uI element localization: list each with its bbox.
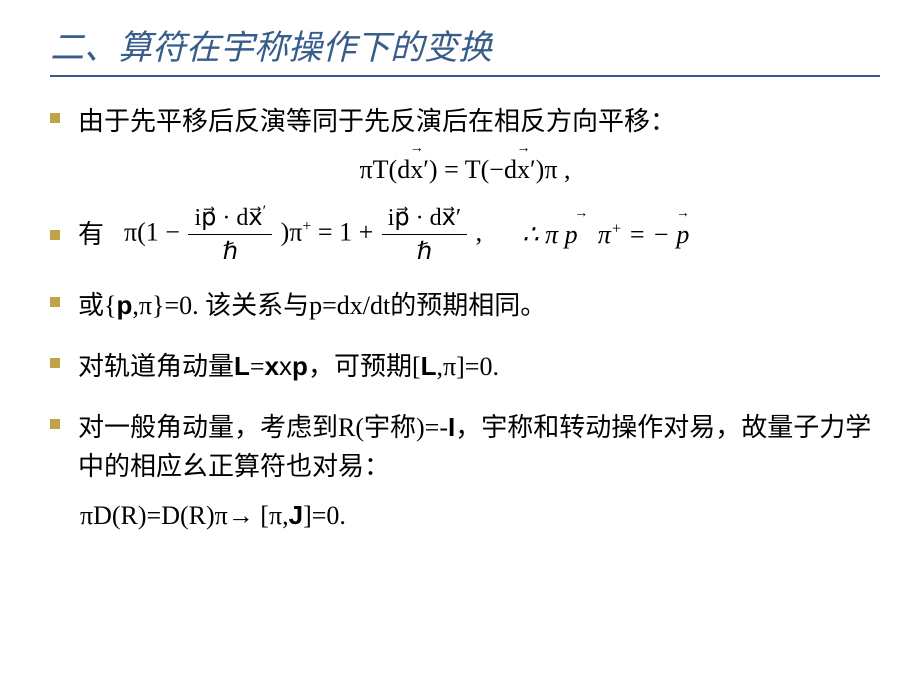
plus2: +: [611, 220, 622, 237]
b3a: 或{: [78, 291, 116, 320]
bullet-icon: [50, 113, 60, 123]
bold-J: J: [289, 500, 303, 530]
f2-eq: = 1 +: [318, 217, 373, 246]
b4a: 对轨道角动量: [78, 352, 234, 381]
f2-right: ∴ π p⃗π+ = − p: [522, 220, 689, 250]
bold-x: x: [265, 351, 279, 381]
eqneg: = −: [622, 220, 677, 249]
bullet-icon: [50, 297, 60, 307]
f2-pi1: π(1 −: [124, 217, 180, 246]
bullet-row-4: 对轨道角动量L=xxp，可预期[L,π]=0.: [50, 347, 880, 386]
bullet-text-1: 由于先平移后反演等同于先反演后在相反方向平移：: [78, 102, 676, 141]
f3b: [π,: [254, 501, 289, 530]
f3a: πD(R)=D(R)π: [80, 501, 228, 530]
f2-mid: )π: [281, 217, 303, 246]
num-text2: ip⃗ · dx⃗: [388, 205, 456, 231]
prime2: ′: [456, 205, 461, 231]
f1-part: ′) = T(−d: [423, 155, 517, 184]
f3arrow: →: [228, 500, 254, 530]
f1-part: π: [360, 155, 373, 184]
pip: π: [598, 220, 611, 249]
frac-num: ip⃗ · dx⃗′: [188, 203, 272, 235]
bullet-row-1: 由于先平移后反演等同于先反演后在相反方向平移：: [50, 102, 880, 141]
bold-p2: p: [292, 351, 308, 381]
b4c: x: [279, 351, 292, 381]
bullet-text-2: 有: [78, 215, 104, 254]
f1-vec-x2: x: [517, 155, 530, 185]
b4b: =: [250, 352, 265, 381]
f3c: ]=0.: [303, 501, 346, 530]
f2-comma: ,: [476, 217, 483, 246]
bullet-icon: [50, 358, 60, 368]
bullet-text-5: 对一般角动量，考虑到R(宇称)=-I，宇称和转动操作对易，故量子力学中的相应幺正…: [78, 408, 880, 486]
f1-vec-x: x: [410, 155, 423, 185]
bold-L: L: [234, 351, 250, 381]
b3b: ,π}=0. 该关系与p=dx/dt的预期相同。: [132, 291, 546, 320]
bullet-row-2: 有 π(1 − ip⃗ · dx⃗′ ℏ )π+ = 1 + ip⃗ · dx⃗…: [50, 203, 880, 266]
frac-den2: ℏ: [382, 235, 467, 266]
bold-L2: L: [421, 351, 437, 381]
f2-left: π(1 − ip⃗ · dx⃗′ ℏ )π+ = 1 + ip⃗ · dx⃗′ …: [124, 203, 482, 266]
formula-2: π(1 − ip⃗ · dx⃗′ ℏ )π+ = 1 + ip⃗ · dx⃗′ …: [124, 203, 689, 266]
f1-end: ′)π ,: [530, 155, 570, 184]
frac-den: ℏ: [188, 235, 272, 266]
plus1: +: [302, 218, 311, 235]
f1-part: T(d: [373, 155, 411, 184]
bullet-text-3: 或{p,π}=0. 该关系与p=dx/dt的预期相同。: [78, 286, 546, 325]
formula-3: πD(R)=D(R)π→ [π,J]=0.: [80, 500, 880, 531]
bullet-row-3: 或{p,π}=0. 该关系与p=dx/dt的预期相同。: [50, 286, 880, 325]
frac-num2: ip⃗ · dx⃗′: [382, 203, 467, 235]
bullet-icon: [50, 419, 60, 429]
bullet-row-5: 对一般角动量，考虑到R(宇称)=-I，宇称和转动操作对易，故量子力学中的相应幺正…: [50, 408, 880, 486]
vec-p2: p: [676, 220, 689, 250]
b4e: ,π]=0.: [437, 352, 499, 381]
formula-1: πT(dx′) = T(−dx′)π ,: [50, 155, 880, 185]
num-text: ip⃗ · dx⃗: [194, 205, 262, 231]
bold-p: p: [116, 290, 132, 320]
bullet-text-4: 对轨道角动量L=xxp，可预期[L,π]=0.: [78, 347, 499, 386]
prime: ′: [263, 203, 267, 220]
b5a: 对一般角动量，考虑到R(宇称)=-: [78, 413, 448, 442]
slide-container: 二、算符在宇称操作下的变换 由于先平移后反演等同于先反演后在相反方向平移： πT…: [0, 0, 920, 690]
vec-p1: p⃗: [565, 220, 598, 250]
frac-1: ip⃗ · dx⃗′ ℏ: [188, 203, 272, 266]
b4d: ，可预期[: [308, 352, 421, 381]
there: ∴ π: [522, 220, 565, 249]
frac-2: ip⃗ · dx⃗′ ℏ: [382, 203, 467, 266]
slide-title: 二、算符在宇称操作下的变换: [50, 20, 880, 77]
bullet-icon: [50, 230, 60, 240]
